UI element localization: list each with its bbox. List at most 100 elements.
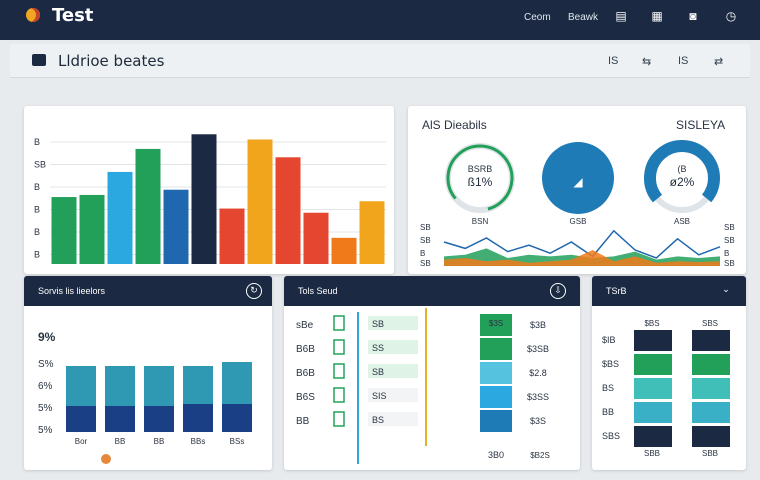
clock-icon[interactable]: ◷ [725,9,737,23]
card-header: TSrB ⌄ [592,276,746,306]
series-area [444,250,720,266]
row-label: B6B [296,344,315,355]
footer-label: 3B0 [488,450,504,460]
bottom-middle-card: Tols Seud ⇩ sBe SB $3B B6B SS $3SB B6B SB $2.8 B6… [284,276,580,470]
row-icon [333,315,345,331]
row-cell [368,364,418,378]
bar-bottom [183,404,213,432]
bar-bottom [222,404,252,432]
y-tick-label: B [34,205,40,215]
download-icon[interactable]: ⇩ [550,283,566,299]
row-icon [333,411,345,427]
row-label: B6B [296,368,315,379]
row-icon [333,387,345,403]
tile-grid: $BS SBS $IB $BS BS BB SBS SBB SBB [602,319,730,458]
gauge-value: ø2% [670,175,695,189]
y-tick-label: SB [34,160,46,170]
bar-bottom [105,406,135,432]
gauges-subtitle: SISLEYA [676,118,726,132]
bar [331,237,357,264]
bottom-right-card: TSrB ⌄ $BS SBS $IB $BS BS BB SBS SBB SBB [592,276,746,470]
column-block [480,338,512,360]
row-label: SBS [602,431,620,441]
line-y-label-right: SB [724,223,735,232]
refresh-icon[interactable]: ↻ [246,283,262,299]
row-icon [333,339,345,355]
y-tick-label: B [34,137,40,147]
top-bar: Test Ceom Beawk ▤ ▦ ◙ ◷ [0,0,760,40]
y-tick-label: B [34,250,40,260]
column-block [480,410,512,432]
x-label: BB [154,437,165,446]
tile [634,402,672,423]
page-title: Lldrioe beates [58,52,165,70]
tile [634,354,672,375]
tool-button-2[interactable]: ⇆ [642,56,652,68]
logo-icon [26,8,40,22]
gauge-value: ◢ [573,175,583,189]
row-label: B6S [296,392,315,403]
bar [79,194,105,264]
nav-link-2[interactable]: Beawk [568,12,599,23]
user-icon[interactable]: ◙ [689,9,697,23]
tool-button-4[interactable]: ⇄ [714,56,724,68]
col-label: SBS [702,319,718,328]
row-label: BB [602,407,614,417]
row-value: $3SB [527,344,549,354]
bar-top [183,366,213,404]
bar-top [105,366,135,406]
gauges-title: AlS Dieabils [422,118,487,132]
calendar-icon[interactable]: ▤ [615,9,627,23]
row-code: SIS [372,391,387,401]
bar [359,201,385,264]
gauge-arc [446,144,514,212]
tile [692,330,730,351]
column-block [480,314,512,336]
tile [692,402,730,423]
indicator-dot [101,454,111,464]
row-cell [368,316,418,330]
bar-top [222,362,252,404]
bar [303,212,329,264]
bar [247,139,273,264]
row-value: $3B [530,320,546,330]
card-header: Tols Seud ⇩ [284,276,580,306]
series-line [443,229,721,259]
bar-bottom [144,406,174,432]
tool-button-3[interactable]: IS [678,55,689,67]
main-bar-chart: B SB B B B B [34,134,386,264]
y-label: 5% [38,403,53,414]
bar [275,157,301,264]
row-label: BB [296,416,310,427]
grid-icon[interactable]: ▦ [651,9,663,23]
tile [634,426,672,447]
main-bar-chart-card: B SB B B B B [24,106,394,274]
chevron-down-icon[interactable]: ⌄ [722,284,730,294]
bar-bottom [66,406,96,432]
x-label: BB [115,437,126,446]
row-code: BS [372,415,384,425]
bar-top [144,366,174,406]
card-title: TSrB [606,286,627,296]
briefcase-icon [32,54,46,66]
nav-link-1[interactable]: Ceom [524,12,551,23]
row-icon [333,363,345,379]
tool-button-1[interactable]: IS [608,55,619,67]
y-tick-label: B [34,182,40,192]
tile [692,378,730,399]
table-chart: sBe SB $3B B6B SS $3SB B6B SB $2.8 B6S SIS $3SS BB BS… [296,308,550,464]
tile [692,354,730,375]
row-label: sBe [296,320,314,331]
footer-label: $B2S [530,451,550,460]
gauge-caption: GSB [570,217,587,226]
gauges-card: AlS Dieabils SISLEYA BSRB ß1% BSN ◢ GSB (B ø2%… [408,106,746,274]
row-code: SS [372,343,384,353]
sub-header: Lldrioe beates IS ⇆ IS ⇄ [10,44,750,78]
row-label: $IB [602,335,616,345]
y-tick-label: B [34,227,40,237]
line-y-label: SB [420,259,431,268]
bar-label: $3S [489,319,503,328]
footer-label: SBB [702,449,718,458]
row-cell [368,412,418,426]
